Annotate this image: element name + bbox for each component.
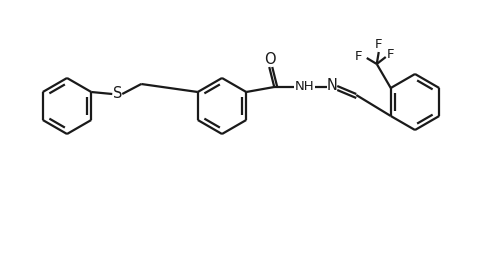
Text: S: S bbox=[113, 87, 122, 102]
Text: NH: NH bbox=[294, 81, 314, 93]
Text: F: F bbox=[387, 47, 395, 60]
Text: F: F bbox=[355, 50, 363, 62]
Text: O: O bbox=[264, 52, 276, 67]
Text: F: F bbox=[375, 38, 382, 51]
Text: N: N bbox=[327, 78, 338, 93]
